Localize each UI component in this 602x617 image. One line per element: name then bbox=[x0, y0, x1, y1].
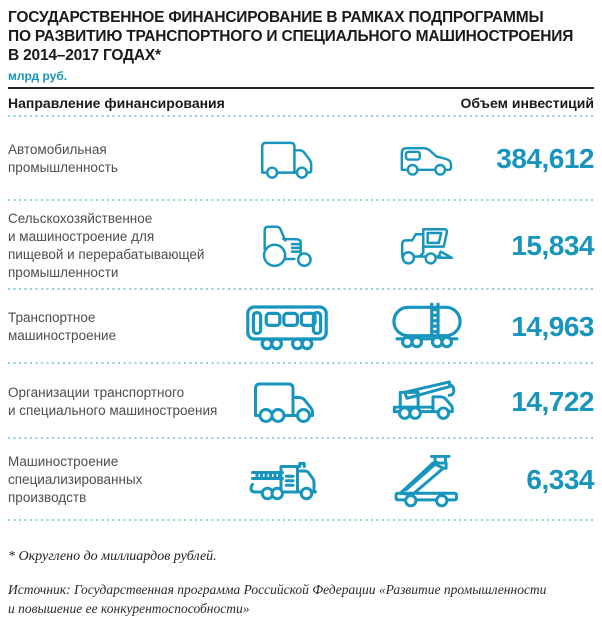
table-row: Автомобильная промышленность 384,612 bbox=[8, 117, 595, 201]
combine-harvester-icon bbox=[379, 221, 475, 271]
funding-direction-label: Транспортное машиностроение bbox=[8, 310, 117, 343]
column-header-direction: Направление финансирования bbox=[8, 95, 225, 111]
investment-value: 14,722 bbox=[511, 385, 594, 417]
footnote: * Округлено до миллиардов рублей. bbox=[8, 549, 217, 564]
vehicle-icons bbox=[239, 452, 475, 508]
investment-value: 384,612 bbox=[496, 143, 594, 174]
railway-car-icon bbox=[239, 302, 335, 352]
funding-direction-label: Организации транспортного и специального… bbox=[8, 384, 218, 418]
table-row: Сельскохозяйственное и машиностроение дл… bbox=[8, 201, 595, 290]
vehicle-icons bbox=[239, 376, 475, 428]
fire-truck-icon bbox=[239, 456, 335, 504]
investment-value: 15,834 bbox=[511, 229, 594, 261]
funding-direction-label: Автомобильная промышленность bbox=[8, 142, 118, 175]
vehicle-icons bbox=[239, 301, 475, 353]
tractor-icon bbox=[239, 219, 335, 273]
vehicle-icons bbox=[239, 219, 475, 273]
table-rows: Автомобильная промышленность 384,612 Сель… bbox=[8, 117, 595, 521]
funding-table: Направление финансирования Объем инвести… bbox=[8, 87, 595, 521]
investment-value: 14,963 bbox=[511, 311, 594, 342]
funding-direction-label: Машиностроение специализированных произв… bbox=[8, 454, 143, 505]
tank-wagon-icon bbox=[379, 301, 475, 353]
table-row: Организации транспортного и специального… bbox=[8, 364, 595, 439]
crane-truck-icon bbox=[379, 376, 475, 428]
truck-icon bbox=[239, 378, 335, 426]
funding-direction-label: Сельскохозяйственное и машиностроение дл… bbox=[8, 210, 205, 280]
vehicle-icons bbox=[239, 134, 475, 184]
delivery-van-icon bbox=[239, 134, 335, 184]
page-title: ГОСУДАРСТВЕННОЕ ФИНАНСИРОВАНИЕ В РАМКАХ … bbox=[8, 9, 574, 64]
investment-value: 6,334 bbox=[526, 464, 594, 495]
boarding-stairs-truck-icon bbox=[379, 452, 475, 508]
car-icon bbox=[379, 138, 475, 180]
table-header: Направление финансирования Объем инвести… bbox=[8, 87, 594, 117]
table-row: Транспортное машиностроение 14,963 bbox=[8, 290, 595, 364]
units-label: млрд руб. bbox=[8, 69, 68, 83]
column-header-volume: Объем инвестиций bbox=[460, 95, 594, 111]
table-row: Машиностроение специализированных произв… bbox=[8, 439, 595, 521]
source-note: Источник: Государственная программа Росс… bbox=[8, 582, 547, 616]
